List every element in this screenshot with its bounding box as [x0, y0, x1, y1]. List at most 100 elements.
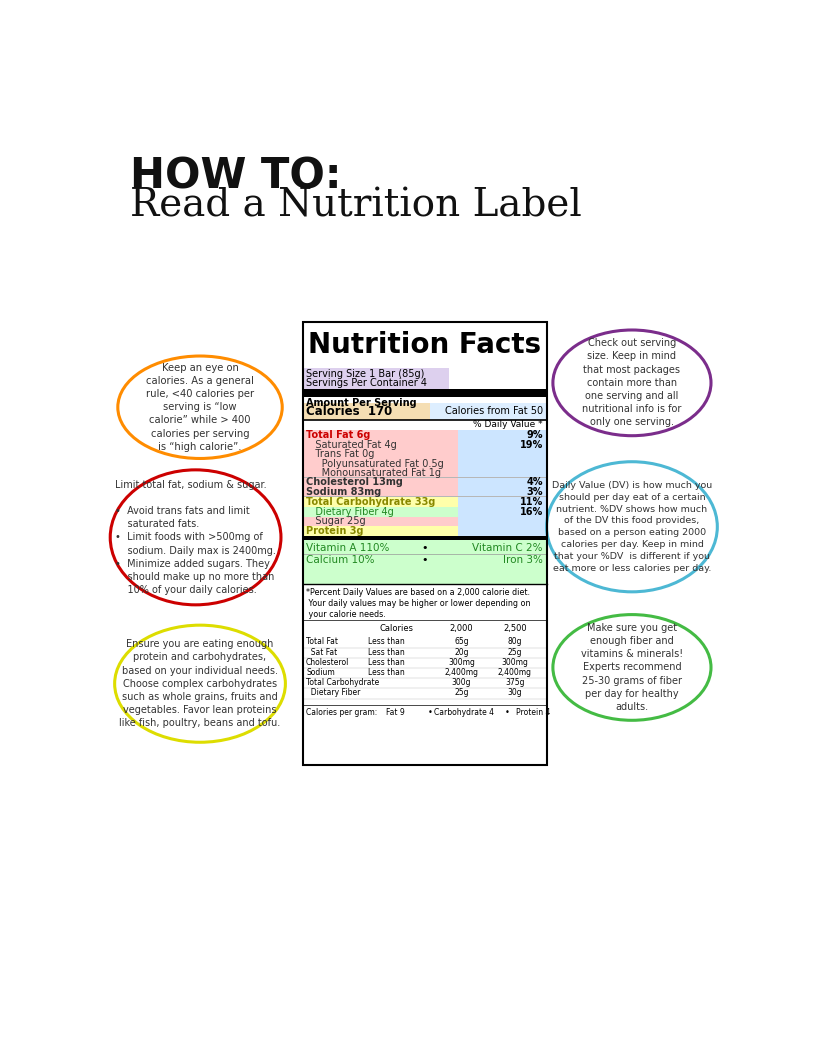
Text: 4%: 4% [526, 477, 543, 487]
Bar [303, 402, 430, 420]
Text: Calories from Fat 50: Calories from Fat 50 [445, 407, 543, 416]
Bar [303, 526, 458, 535]
Text: Fat 9: Fat 9 [386, 709, 405, 717]
Bar [303, 487, 458, 496]
Bar [303, 459, 458, 468]
Text: Cholesterol 13mg: Cholesterol 13mg [306, 477, 403, 487]
Text: Check out serving
size. Keep in mind
that most packages
contain more than
one se: Check out serving size. Keep in mind tha… [583, 338, 681, 428]
Text: Calories per gram:: Calories per gram: [306, 709, 377, 717]
Text: Less than: Less than [367, 638, 404, 646]
Text: Protein 4: Protein 4 [516, 709, 550, 717]
Bar [458, 440, 547, 450]
Text: Cholesterol: Cholesterol [306, 658, 349, 666]
Text: Total Carbohydrate 33g: Total Carbohydrate 33g [306, 496, 436, 507]
Text: 300mg: 300mg [502, 658, 529, 666]
Text: 3%: 3% [526, 487, 543, 496]
Text: Calories  170: Calories 170 [306, 404, 392, 418]
Text: 19%: 19% [520, 440, 543, 450]
Bar [303, 535, 547, 540]
Text: Vitamin C 2%: Vitamin C 2% [472, 543, 543, 553]
Bar [458, 430, 547, 439]
Bar [458, 468, 547, 476]
Text: Dietary Fiber 4g: Dietary Fiber 4g [306, 507, 394, 517]
Text: Ensure you are eating enough
protein and carbohydrates,
based on your individual: Ensure you are eating enough protein and… [119, 639, 281, 729]
Bar [303, 477, 458, 487]
Bar [458, 526, 547, 535]
Text: Less than: Less than [367, 647, 404, 657]
Bar [458, 459, 547, 468]
Text: 300mg: 300mg [448, 658, 475, 666]
Text: Less than: Less than [367, 667, 404, 677]
Text: Read a Nutrition Label: Read a Nutrition Label [131, 188, 582, 225]
Bar [303, 468, 458, 476]
Text: Trans Fat 0g: Trans Fat 0g [306, 450, 375, 459]
Bar [303, 507, 458, 516]
Text: Nutrition Facts: Nutrition Facts [308, 332, 541, 359]
Text: 2,400mg: 2,400mg [498, 667, 532, 677]
Text: Serving Size 1 Bar (85g): Serving Size 1 Bar (85g) [306, 369, 424, 379]
Bar [303, 430, 458, 439]
Text: Calories: Calories [379, 624, 414, 633]
Text: Sat Fat: Sat Fat [306, 647, 337, 657]
Text: 80g: 80g [508, 638, 522, 646]
Text: Iron 3%: Iron 3% [503, 555, 543, 565]
Bar [458, 487, 547, 496]
Text: 16%: 16% [520, 507, 543, 517]
Text: Limit total fat, sodium & sugar.

•  Avoid trans fats and limit
    saturated fa: Limit total fat, sodium & sugar. • Avoid… [115, 479, 276, 596]
Text: Sodium: Sodium [306, 667, 335, 677]
Bar [303, 540, 547, 584]
Bar [458, 497, 547, 507]
Bar [303, 390, 547, 397]
Bar [430, 402, 547, 420]
Text: Amount Per Serving: Amount Per Serving [306, 397, 417, 408]
Text: Make sure you get
enough fiber and
vitamins & minerals!
Experts recommend
25-30 : Make sure you get enough fiber and vitam… [581, 623, 683, 712]
Text: % Daily Value *: % Daily Value * [473, 420, 543, 429]
Bar [303, 322, 547, 765]
Text: 9%: 9% [526, 430, 543, 440]
Text: Sodium 83mg: Sodium 83mg [306, 487, 381, 496]
Bar [303, 497, 458, 507]
Text: Dietary Fiber: Dietary Fiber [306, 689, 361, 697]
Text: HOW TO:: HOW TO: [131, 155, 342, 197]
Text: •: • [422, 543, 428, 553]
Bar [458, 477, 547, 487]
Text: Keep an eye on
calories. As a general
rule, <40 calories per
serving is “low
cal: Keep an eye on calories. As a general ru… [146, 362, 254, 452]
Bar [458, 450, 547, 458]
Bar [458, 507, 547, 516]
Bar [303, 516, 458, 526]
Text: •: • [505, 709, 510, 717]
Bar [303, 369, 449, 390]
Text: Saturated Fat 4g: Saturated Fat 4g [306, 440, 397, 450]
Text: 25g: 25g [508, 647, 522, 657]
Text: 2,000: 2,000 [450, 624, 473, 633]
Text: Daily Value (DV) is how much you
should per day eat of a certain
nutrient. %DV s: Daily Value (DV) is how much you should … [552, 480, 712, 572]
Text: Protein 3g: Protein 3g [306, 526, 363, 536]
Text: Servings Per Container 4: Servings Per Container 4 [306, 378, 427, 388]
Text: 2,400mg: 2,400mg [445, 667, 478, 677]
Text: Total Carbohydrate: Total Carbohydrate [306, 678, 379, 687]
Text: Monounsaturated Fat 1g: Monounsaturated Fat 1g [306, 468, 441, 477]
Text: •: • [428, 709, 432, 717]
Text: Total Fat: Total Fat [306, 638, 338, 646]
Text: 2,500: 2,500 [503, 624, 527, 633]
Bar [303, 440, 458, 450]
Text: Calcium 10%: Calcium 10% [306, 555, 375, 565]
Text: Polyunsaturated Fat 0.5g: Polyunsaturated Fat 0.5g [306, 458, 444, 469]
Bar [303, 450, 458, 458]
Text: Sugar 25g: Sugar 25g [306, 516, 366, 526]
Text: 65g: 65g [454, 638, 468, 646]
Text: •: • [422, 555, 428, 565]
Text: 375g: 375g [505, 678, 525, 687]
Text: 11%: 11% [520, 496, 543, 507]
Text: Total Fat 6g: Total Fat 6g [306, 430, 370, 440]
Text: 300g: 300g [451, 678, 471, 687]
Text: 30g: 30g [508, 689, 522, 697]
Bar [303, 322, 547, 765]
Text: *Percent Daily Values are based on a 2,000 calorie diet.
 Your daily values may : *Percent Daily Values are based on a 2,0… [306, 588, 530, 619]
Text: Vitamin A 110%: Vitamin A 110% [306, 543, 389, 553]
Bar [458, 516, 547, 526]
Text: Less than: Less than [367, 658, 404, 666]
Text: 20g: 20g [455, 647, 468, 657]
Text: 25g: 25g [455, 689, 468, 697]
Text: Carbohydrate 4: Carbohydrate 4 [434, 709, 494, 717]
